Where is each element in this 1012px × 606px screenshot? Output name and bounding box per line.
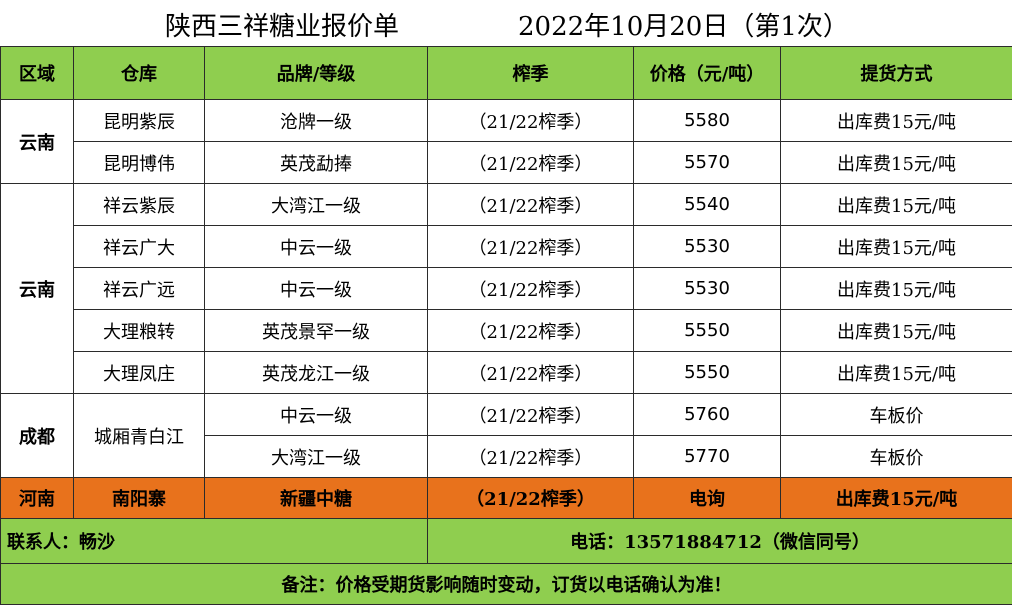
region-cell: 河南 — [0, 477, 74, 519]
brand-cell: 英茂龙江一级 — [204, 351, 428, 394]
brand-cell: 中云一级 — [204, 393, 428, 436]
season-cell: （21/22榨季） — [427, 99, 634, 142]
warehouse-cell: 昆明博伟 — [73, 141, 205, 184]
brand-cell: 新疆中糖 — [204, 477, 428, 519]
col-header-region: 区域 — [0, 46, 74, 100]
table-row: 大理粮转 英茂景罕一级 （21/22榨季） 5550 出库费15元/吨 — [1, 309, 1012, 352]
delivery-cell: 出库费15元/吨 — [780, 141, 1012, 184]
brand-cell: 英茂景罕一级 — [204, 309, 428, 352]
season-cell: （21/22榨季） — [427, 183, 634, 226]
table-row: 云南 昆明紫辰 沧牌一级 （21/22榨季） 5580 出库费15元/吨 — [0, 99, 1012, 184]
page-title: 陕西三祥糖业报价单 — [165, 12, 400, 42]
warehouse-cell: 城厢青白江 — [73, 393, 205, 478]
table-row: 大理凤庄 英茂龙江一级 （21/22榨季） 5550 出库费15元/吨 — [1, 351, 1012, 394]
delivery-cell: 出库费15元/吨 — [780, 351, 1012, 394]
price-cell: 5550 — [633, 309, 781, 352]
table-row: 云南 祥云紫辰 大湾江一级 （21/22榨季） 5540 出库费15元/吨 — [0, 183, 1012, 394]
season-cell: （21/22榨季） — [427, 309, 634, 352]
contact-row: 联系人：畅沙 电话：13571884712（微信同号） — [0, 518, 1012, 564]
price-table: 区域 仓库 品牌/等级 榨季 价格（元/吨） 提货方式 云南 昆明紫辰 沧牌一级… — [0, 46, 1012, 605]
season-cell: （21/22榨季） — [427, 477, 634, 519]
season-cell: （21/22榨季） — [427, 225, 634, 268]
price-cell: 5540 — [633, 183, 781, 226]
price-cell: 5770 — [633, 435, 781, 478]
table-row: 祥云广远 中云一级 （21/22榨季） 5530 出库费15元/吨 — [1, 267, 1012, 310]
delivery-cell: 出库费15元/吨 — [780, 225, 1012, 268]
price-cell: 5580 — [633, 99, 781, 142]
price-cell: 5570 — [633, 141, 781, 184]
delivery-cell: 出库费15元/吨 — [780, 477, 1012, 519]
delivery-cell: 车板价 — [780, 435, 1012, 478]
price-cell: 5760 — [633, 393, 781, 436]
table-row: 成都 城厢青白江 中云一级 （21/22榨季） 5760 车板价 — [0, 393, 1012, 478]
price-cell: 电询 — [633, 477, 781, 519]
region-cell: 云南 — [0, 183, 74, 394]
season-cell: （21/22榨季） — [427, 141, 634, 184]
brand-cell: 沧牌一级 — [204, 99, 428, 142]
note-row: 备注：价格受期货影响随时变动，订货以电话确认为准！ — [0, 563, 1012, 605]
col-header-season: 榨季 — [427, 46, 634, 100]
delivery-cell: 车板价 — [780, 393, 1012, 436]
season-cell: （21/22榨季） — [427, 351, 634, 394]
warehouse-cell: 祥云紫辰 — [73, 183, 205, 226]
delivery-cell: 出库费15元/吨 — [780, 309, 1012, 352]
season-cell: （21/22榨季） — [427, 393, 634, 436]
season-cell: （21/22榨季） — [427, 267, 634, 310]
title-bar: 陕西三祥糖业报价单 2022年10月20日（第1次） — [0, 0, 1012, 46]
table-row: 昆明博伟 英茂勐捧 （21/22榨季） 5570 出库费15元/吨 — [1, 141, 1012, 184]
price-cell: 5530 — [633, 267, 781, 310]
quote-date: 2022年10月20日（第1次） — [518, 12, 849, 42]
region-cell: 云南 — [0, 99, 74, 184]
warehouse-cell: 大理粮转 — [73, 309, 205, 352]
col-header-brand: 品牌/等级 — [204, 46, 428, 100]
season-cell: （21/22榨季） — [427, 435, 634, 478]
contact-person: 联系人：畅沙 — [0, 518, 428, 564]
table-header-row: 区域 仓库 品牌/等级 榨季 价格（元/吨） 提货方式 — [0, 46, 1012, 100]
col-header-delivery: 提货方式 — [780, 46, 1012, 100]
price-cell: 5530 — [633, 225, 781, 268]
brand-cell: 大湾江一级 — [204, 435, 428, 478]
brand-cell: 英茂勐捧 — [204, 141, 428, 184]
delivery-cell: 出库费15元/吨 — [780, 183, 1012, 226]
warehouse-cell: 祥云广远 — [73, 267, 205, 310]
col-header-warehouse: 仓库 — [73, 46, 205, 100]
table-row: 祥云广大 中云一级 （21/22榨季） 5530 出库费15元/吨 — [1, 225, 1012, 268]
brand-cell: 中云一级 — [204, 267, 428, 310]
table-row: 大湾江一级 （21/22榨季） 5770 车板价 — [1, 435, 1012, 478]
note-text: 备注：价格受期货影响随时变动，订货以电话确认为准！ — [0, 563, 1012, 605]
brand-cell: 大湾江一级 — [204, 183, 428, 226]
warehouse-cell: 南阳寨 — [73, 477, 205, 519]
contact-phone: 电话：13571884712（微信同号） — [427, 518, 1012, 564]
warehouse-cell: 祥云广大 — [73, 225, 205, 268]
delivery-cell: 出库费15元/吨 — [780, 99, 1012, 142]
warehouse-cell: 大理凤庄 — [73, 351, 205, 394]
col-header-price: 价格（元/吨） — [633, 46, 781, 100]
brand-cell: 中云一级 — [204, 225, 428, 268]
price-cell: 5550 — [633, 351, 781, 394]
table-row-highlight: 河南 南阳寨 新疆中糖 （21/22榨季） 电询 出库费15元/吨 — [0, 477, 1012, 519]
region-cell: 成都 — [0, 393, 74, 478]
warehouse-cell: 昆明紫辰 — [73, 99, 205, 142]
delivery-cell: 出库费15元/吨 — [780, 267, 1012, 310]
